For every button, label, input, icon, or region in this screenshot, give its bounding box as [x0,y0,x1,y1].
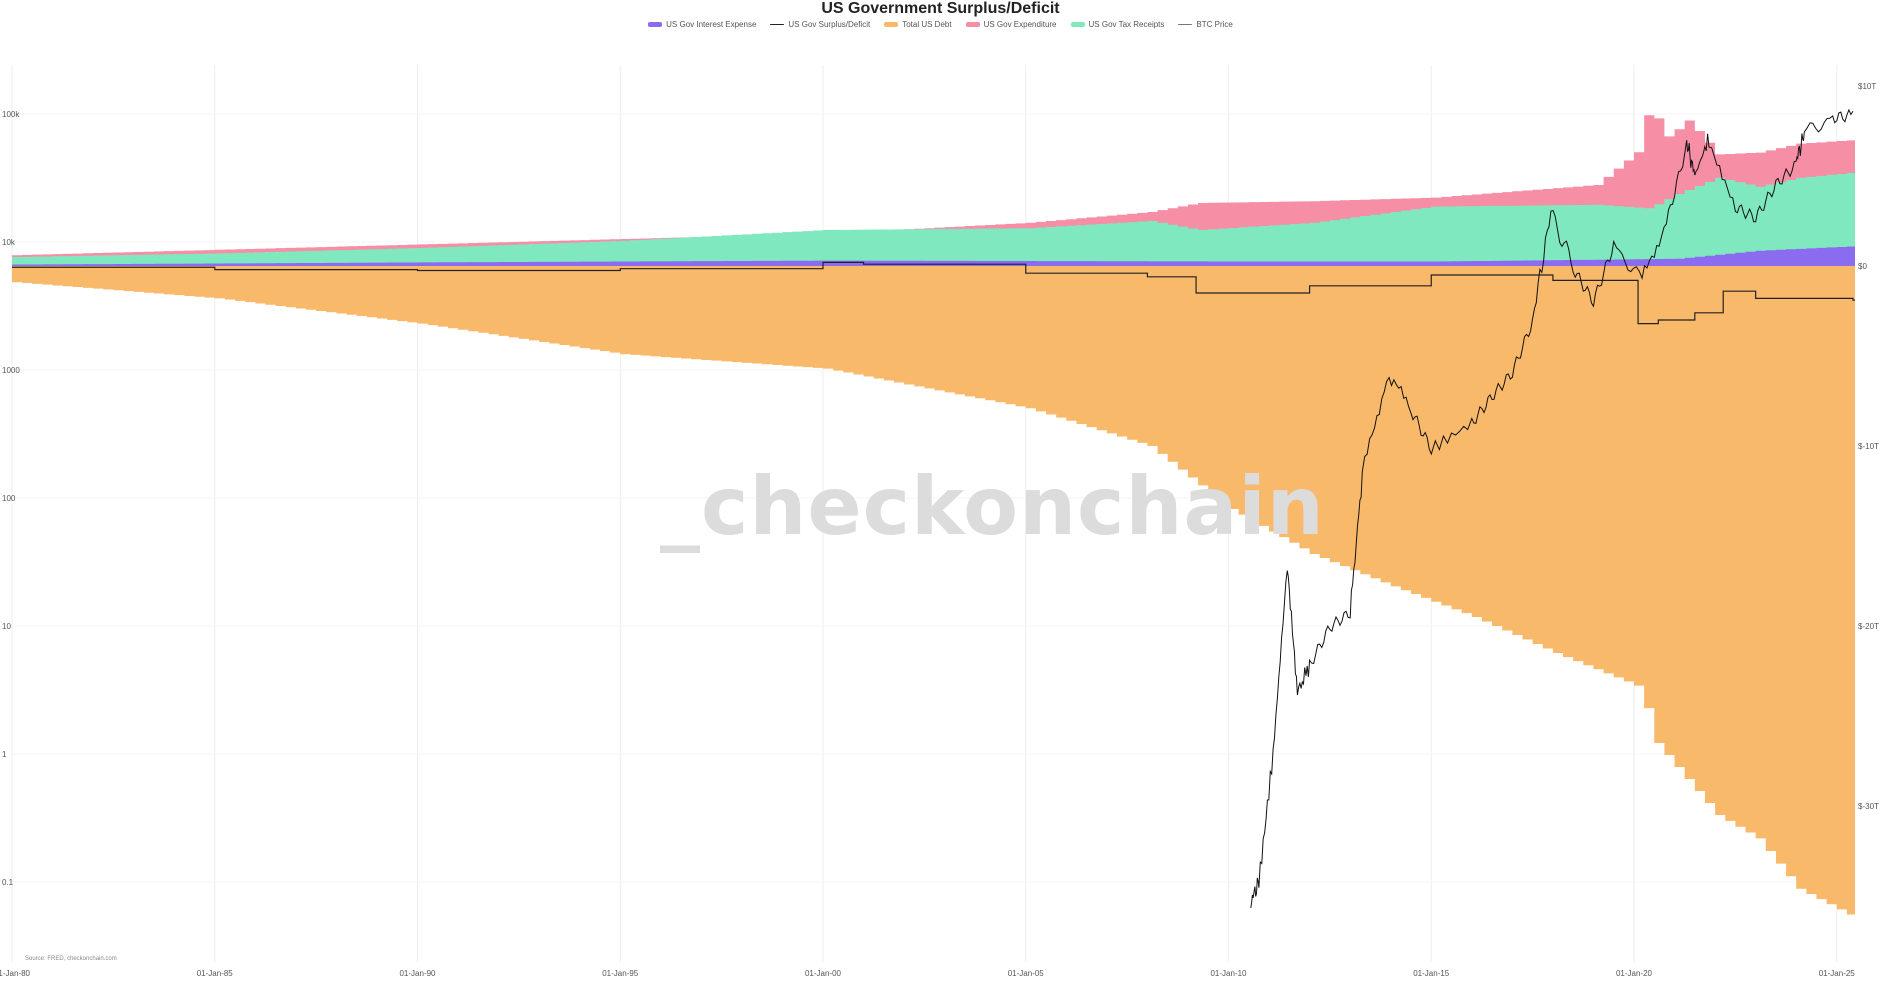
left-tick-label: 0.1 [2,878,14,887]
right-tick-label: $0 [1858,262,1867,271]
right-tick-label: $-30T [1858,802,1879,811]
x-tick-label: 01-Jan-95 [602,969,639,978]
watermark: _checkonchain [660,460,1325,553]
x-tick-label: 01-Jan-90 [399,969,436,978]
legend-item[interactable]: US Gov Surplus/Deficit [770,20,870,29]
line-surplus-deficit [12,261,1855,325]
right-axis-ticks: $10T $0 $-10T $-20T $-30T [1858,82,1879,811]
x-tick-label: 01-Jan-80 [0,969,31,978]
left-tick-label: 10 [2,622,11,631]
line-btc-price [1250,108,1854,908]
legend-item[interactable]: US Gov Interest Expense [648,20,756,29]
legend-label: US Gov Surplus/Deficit [788,20,871,29]
legend-item[interactable]: US Gov Expenditure [965,20,1057,29]
right-tick-label: $10T [1858,82,1876,91]
legend-item[interactable]: US Gov Tax Receipts [1070,20,1165,29]
area-us-gov-tax-receipts [12,172,1855,266]
legend-swatch [884,22,899,27]
legend-swatch [770,23,785,26]
legend-swatch [965,22,980,27]
legend-label: US Gov Tax Receipts [1088,20,1165,29]
x-tick-label: 01-Jan-00 [805,969,842,978]
x-tick-label: 01-Jan-25 [1819,969,1856,978]
legend-item[interactable]: Total US Debt [884,20,952,29]
legend-item[interactable]: BTC Price [1178,20,1233,29]
x-tick-label: 01-Jan-20 [1616,969,1653,978]
x-tick-label: 01-Jan-10 [1210,969,1247,978]
legend-swatch [1070,22,1085,27]
area-us-gov-interest-expense [12,246,1855,266]
legend-swatch [648,22,663,27]
legend-label: US Gov Interest Expense [666,20,757,29]
x-axis-ticks: 01-Jan-80 01-Jan-85 01-Jan-90 01-Jan-95 01-J… [0,969,1855,978]
source-note: Source: FRED, checkonchain.com [25,956,117,962]
legend-label: US Gov Expenditure [983,20,1057,29]
x-tick-label: 01-Jan-15 [1413,969,1450,978]
x-tick-label: 01-Jan-85 [197,969,234,978]
left-tick-label: 1000 [2,366,20,375]
right-tick-label: $-10T [1858,442,1879,451]
left-tick-label: 100k [2,110,20,119]
legend-label: BTC Price [1196,20,1233,29]
legend-label: Total US Debt [902,20,952,29]
legend-swatch [1178,23,1193,26]
left-tick-label: 10k [2,238,16,247]
area-series [12,115,1855,915]
area-total-us-debt [12,266,1855,915]
line-series [12,108,1855,908]
chart-title: US Government Surplus/Deficit [821,0,1060,17]
left-axis-ticks: 100k 10k 1000 100 10 1 0.1 [2,110,20,887]
right-tick-label: $-20T [1858,622,1879,631]
chart-legend: US Gov Interest Expense US Gov Surplus/De… [0,20,1881,29]
left-tick-label: 100 [2,494,16,503]
left-tick-label: 1 [2,750,7,759]
x-tick-label: 01-Jan-05 [1008,969,1045,978]
